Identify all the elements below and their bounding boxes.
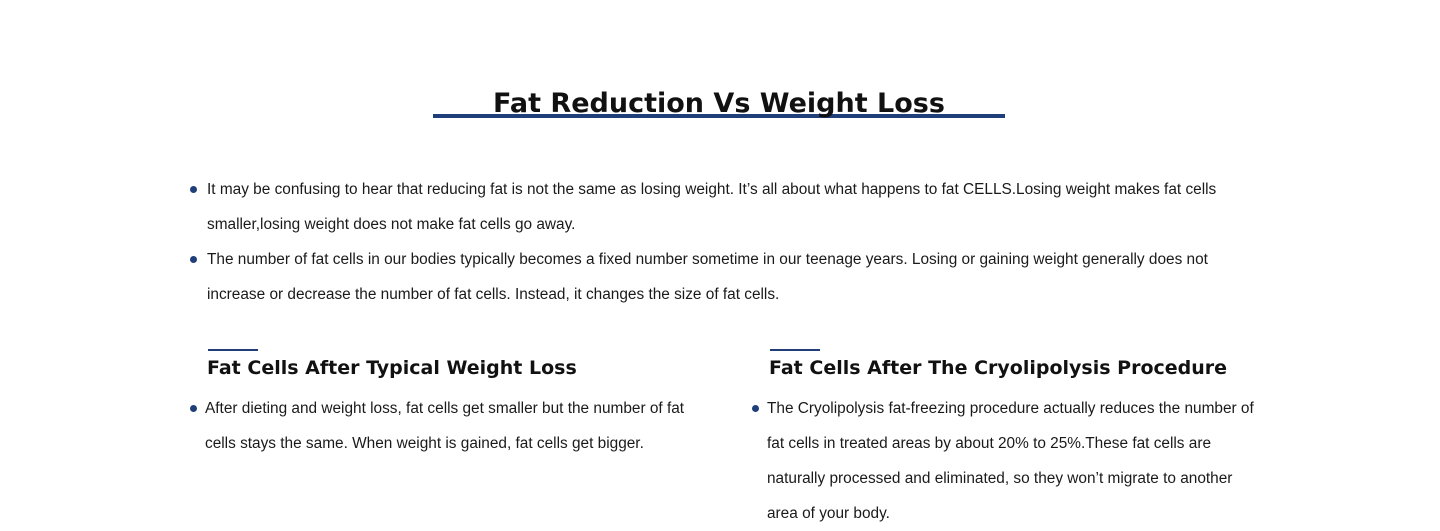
list-item: The number of fat cells in our bodies ty…: [190, 242, 1260, 312]
list-item-text: It may be confusing to hear that reducin…: [207, 181, 1217, 233]
column-bullet-list: After dieting and weight loss, fat cells…: [190, 391, 690, 461]
column-accent-line: [208, 349, 258, 351]
intro-bullet-list: It may be confusing to hear that reducin…: [190, 172, 1260, 312]
column-heading: Fat Cells After The Cryolipolysis Proced…: [769, 357, 1228, 379]
column-accent-line: [770, 349, 820, 351]
title-underline: [433, 114, 1005, 118]
bullet-dot-icon: [190, 186, 197, 193]
column-heading: Fat Cells After Typical Weight Loss: [207, 357, 577, 379]
page-title: Fat Reduction Vs Weight Loss: [493, 88, 945, 119]
list-item: It may be confusing to hear that reducin…: [190, 172, 1260, 242]
list-item-text: After dieting and weight loss, fat cells…: [205, 400, 685, 452]
list-item: After dieting and weight loss, fat cells…: [190, 391, 690, 461]
bullet-dot-icon: [190, 405, 197, 412]
section-header: Fat Reduction Vs Weight Loss: [433, 86, 1005, 122]
column-bullet-list: The Cryolipolysis fat-freezing procedure…: [752, 391, 1262, 531]
bullet-dot-icon: [190, 256, 197, 263]
list-item-text: The Cryolipolysis fat-freezing procedure…: [767, 400, 1254, 522]
bullet-dot-icon: [752, 405, 759, 412]
list-item-text: The number of fat cells in our bodies ty…: [207, 251, 1208, 303]
list-item: The Cryolipolysis fat-freezing procedure…: [752, 391, 1262, 531]
